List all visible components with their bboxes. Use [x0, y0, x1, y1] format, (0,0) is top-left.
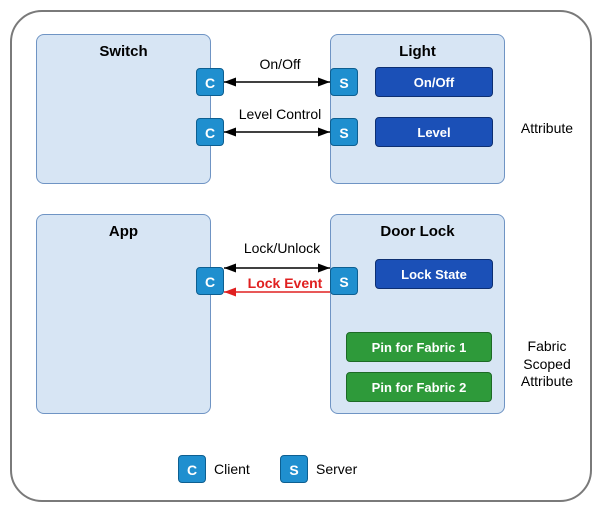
attribute-pin-fabric2: Pin for Fabric 2: [346, 372, 492, 402]
device-switch-title: Switch: [37, 43, 210, 60]
legend-server-label: Server: [316, 461, 357, 477]
link-label-levelcontrol: Level Control: [230, 106, 330, 122]
legend-client-badge: C: [178, 455, 206, 483]
device-app-title: App: [37, 223, 210, 240]
device-switch: Switch: [36, 34, 211, 184]
client-badge: C: [196, 68, 224, 96]
side-label-attribute: Attribute: [512, 120, 582, 136]
server-badge: S: [330, 68, 358, 96]
fabric-line-1: Fabric: [528, 338, 567, 354]
server-badge: S: [330, 267, 358, 295]
device-light: Light: [330, 34, 505, 184]
attribute-onoff: On/Off: [375, 67, 493, 97]
attribute-pin-fabric1: Pin for Fabric 1: [346, 332, 492, 362]
legend-client-label: Client: [214, 461, 250, 477]
device-doorlock-title: Door Lock: [331, 223, 504, 240]
link-label-onoff: On/Off: [250, 56, 310, 72]
attribute-lockstate: Lock State: [375, 259, 493, 289]
fabric-line-2: Scoped: [523, 356, 570, 372]
fabric-line-3: Attribute: [521, 373, 573, 389]
client-badge: C: [196, 118, 224, 146]
link-label-lockunlock: Lock/Unlock: [232, 240, 332, 256]
attribute-level: Level: [375, 117, 493, 147]
diagram-canvas: Switch C C Light S S On/Off Level App C …: [0, 0, 602, 512]
side-label-fabric-scoped: Fabric Scoped Attribute: [512, 338, 582, 391]
link-label-lockevent: Lock Event: [240, 275, 330, 291]
server-badge: S: [330, 118, 358, 146]
device-app: App: [36, 214, 211, 414]
client-badge: C: [196, 267, 224, 295]
legend-server-badge: S: [280, 455, 308, 483]
device-light-title: Light: [331, 43, 504, 60]
